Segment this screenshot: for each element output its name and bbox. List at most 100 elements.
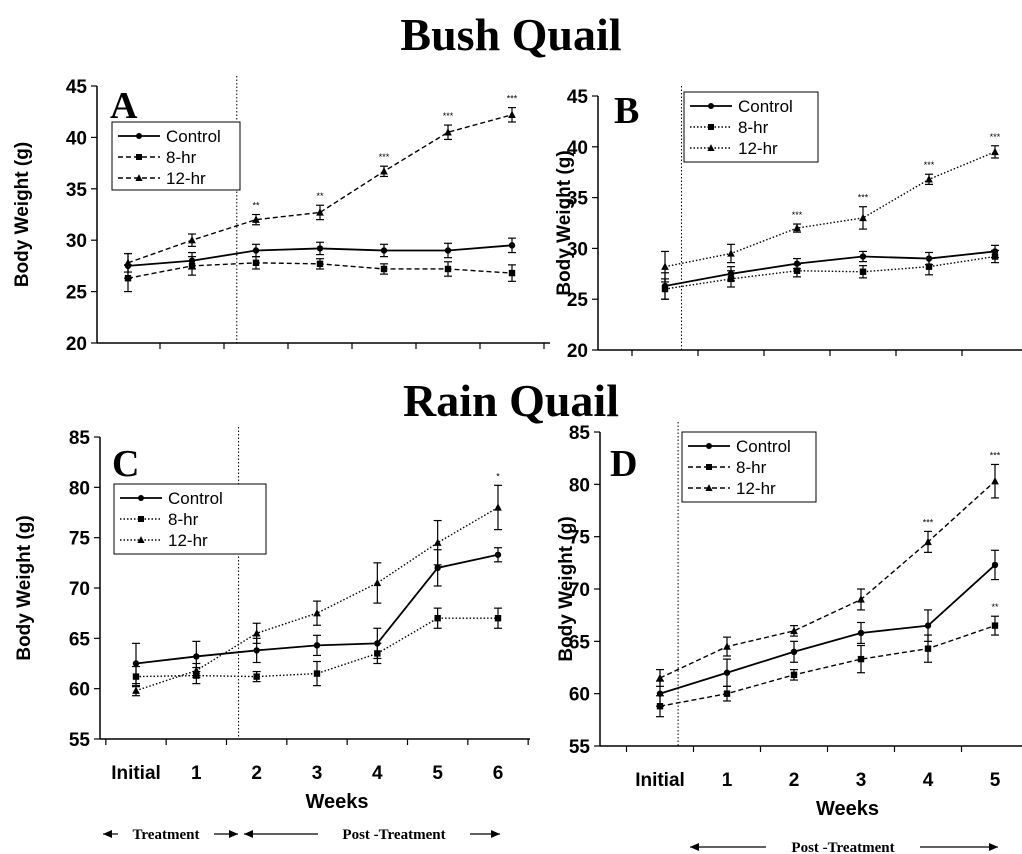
marker-circle: [380, 247, 388, 254]
series-line: [659, 564, 996, 695]
marker-triangle: [132, 686, 140, 694]
panel-letter: C: [112, 443, 139, 485]
marker-square: [444, 265, 452, 273]
significance-label: **: [316, 191, 324, 201]
marker-square: [661, 285, 669, 293]
marker-triangle: [137, 536, 145, 543]
arrow-label: Post -Treatment: [791, 840, 894, 854]
marker-triangle: [859, 213, 867, 222]
marker-circle: [138, 495, 144, 501]
marker-triangle: [433, 538, 442, 546]
series-12-hr: *** ***: [656, 450, 1001, 687]
marker-triangle: [925, 175, 933, 183]
legend-label: 12-hr: [168, 531, 208, 550]
marker-circle: [508, 242, 516, 249]
x-tick-label: 2: [789, 770, 800, 791]
x-tick-label: 5: [432, 763, 443, 784]
significance-label: ***: [379, 152, 390, 162]
y-axis-label: Body Weight (g): [14, 515, 35, 660]
marker-square: [138, 516, 144, 522]
series-8-hr: **: [656, 602, 999, 718]
marker-triangle: [857, 595, 865, 603]
marker-square: [706, 464, 712, 470]
y-tick-label: 45: [567, 87, 589, 108]
legend-label: 8-hr: [738, 118, 769, 137]
y-axis-label: Body Weight (g): [556, 516, 577, 661]
series-8-hr: [661, 249, 999, 300]
x-tick-label: Initial: [111, 763, 161, 784]
marker-triangle: [444, 128, 452, 136]
rain-quail-title: Rain Quail: [402, 375, 619, 426]
y-tick-label: 25: [567, 290, 589, 311]
treatment-arrows: Treatment Post -Treatment Post -Treatment: [103, 827, 998, 854]
marker-square: [136, 154, 142, 160]
significance-label: ***: [990, 132, 1001, 142]
significance-label: *: [496, 471, 500, 481]
marker-triangle: [508, 110, 516, 118]
legend-box: [111, 121, 241, 191]
marker-triangle: [723, 642, 731, 650]
series-line: [664, 250, 996, 287]
significance-label: ***: [507, 94, 518, 104]
x-tick-label: 6: [493, 763, 504, 784]
panel-letter: B: [614, 90, 639, 132]
marker-square: [708, 124, 714, 130]
y-tick-label: 85: [569, 423, 591, 444]
marker-square: [727, 275, 735, 283]
x-tick-label: Initial: [635, 770, 685, 791]
marker-triangle: [380, 167, 388, 175]
marker-circle: [857, 629, 865, 637]
y-tick-label: 35: [567, 189, 589, 210]
significance-label: ***: [924, 160, 935, 170]
marker-triangle: [252, 629, 261, 637]
legend-label: Control: [738, 97, 793, 116]
marker-square: [991, 622, 999, 629]
significance-label: ***: [792, 210, 803, 220]
significance-label: ***: [990, 450, 1001, 460]
series-12-hr: *************: [124, 94, 518, 273]
y-tick-label: 55: [569, 737, 591, 758]
marker-square: [188, 262, 196, 270]
marker-square: [793, 267, 801, 274]
marker-square: [132, 673, 140, 680]
significance-label: **: [252, 201, 260, 211]
legend: Control 8-hr 12-hr: [113, 483, 267, 555]
legend-label: 12-hr: [736, 479, 776, 498]
marker-circle: [252, 247, 260, 254]
panel-letter: D: [610, 443, 637, 485]
marker-square: [790, 671, 798, 679]
marker-square: [857, 655, 865, 663]
marker-square: [380, 265, 388, 273]
y-tick-label: 75: [69, 529, 91, 550]
legend: Control 8-hr 12-hr: [681, 431, 817, 503]
marker-triangle: [656, 673, 664, 682]
marker-circle: [132, 660, 140, 667]
y-tick-label: 75: [569, 528, 591, 549]
marker-square: [124, 275, 132, 282]
legend-label: 8-hr: [168, 510, 199, 529]
x-tick-label: 5: [990, 770, 1001, 791]
x-axis-label: Weeks: [305, 791, 368, 813]
marker-circle: [706, 443, 712, 449]
marker-square: [374, 650, 381, 657]
marker-triangle: [661, 262, 669, 270]
marker-square: [316, 260, 324, 268]
marker-circle: [253, 647, 260, 654]
y-tick-label: 60: [569, 685, 590, 706]
marker-square: [859, 268, 867, 275]
series-Control: [661, 244, 999, 300]
bush-quail-title: Bush Quail: [400, 9, 622, 60]
legend-box: [683, 91, 819, 163]
marker-square: [434, 615, 441, 622]
marker-square: [723, 690, 731, 697]
marker-triangle: [373, 578, 382, 587]
marker-triangle: [707, 144, 715, 151]
legend-label: 12-hr: [738, 139, 778, 158]
series-line: [659, 480, 996, 679]
y-tick-label: 65: [69, 629, 91, 650]
marker-square: [253, 673, 260, 680]
series-line: [664, 151, 996, 268]
marker-triangle: [124, 258, 132, 267]
marker-triangle: [924, 537, 932, 546]
